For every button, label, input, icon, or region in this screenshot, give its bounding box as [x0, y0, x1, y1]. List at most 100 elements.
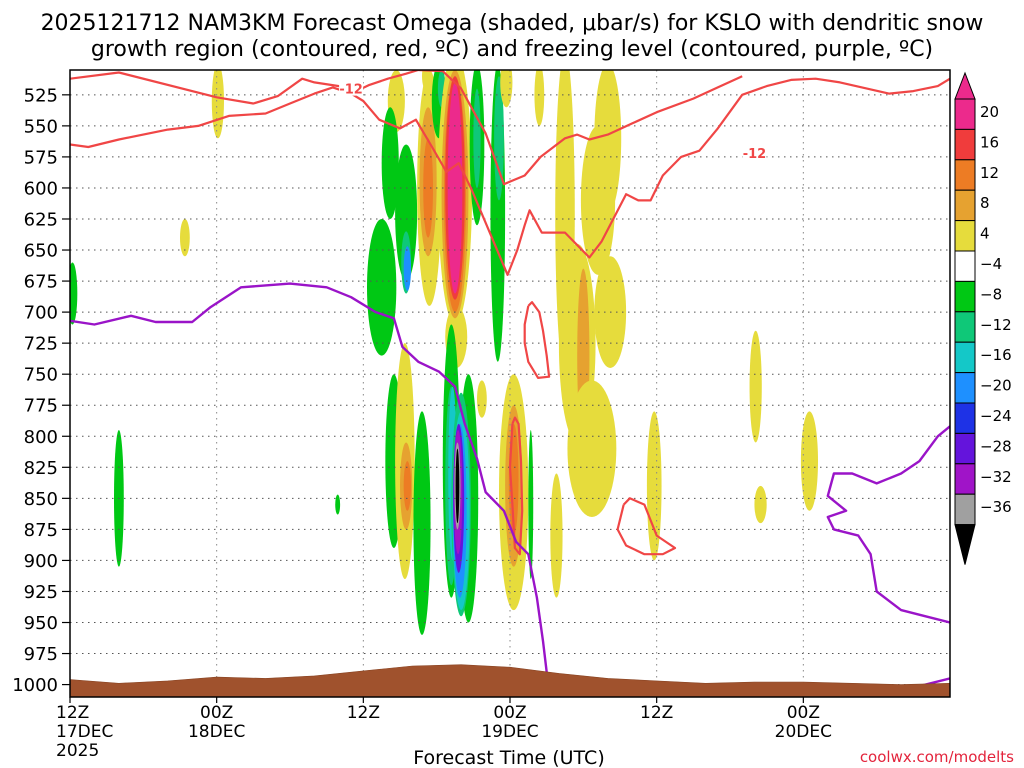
colorbar-label-9: −20: [980, 377, 1012, 395]
colorbar-band-11: [954, 432, 976, 465]
y-tick-label-975: 975: [24, 644, 58, 665]
omega-cell-12: [403, 461, 412, 511]
y-tick-label-925: 925: [24, 582, 58, 603]
y-tick-label-725: 725: [24, 334, 58, 355]
colorbar-label-12: −32: [980, 468, 1012, 486]
omega-cell-1: [180, 218, 190, 257]
contour-labels: -12 -12: [339, 80, 767, 162]
colorbar-band-9: [954, 372, 976, 404]
omega-cell-5: [381, 107, 399, 219]
colorbar-label-4: 4: [980, 225, 990, 243]
colorbar-label-0: 20: [980, 103, 999, 121]
omega-cell-59: [70, 262, 78, 325]
colorbar-band-8: [954, 341, 976, 374]
omega-cell-7: [395, 144, 418, 282]
dgz-contour-3: [508, 416, 524, 556]
colorbar-label-10: −24: [980, 407, 1012, 425]
dgz-label-bg-0: [339, 80, 364, 96]
x-tick-time-60: 00Z: [787, 703, 820, 723]
y-tick-label-900: 900: [24, 551, 58, 572]
omega-cell-40: [494, 76, 504, 201]
colorbar-band-12: [954, 463, 976, 495]
credit-link[interactable]: coolwx.com/modelts: [860, 748, 1014, 766]
x-tick-date-36: 19DEC: [481, 722, 538, 742]
x-axis-label: Forecast Time (UTC): [413, 747, 604, 768]
dgz-label-0: -12: [339, 83, 363, 98]
y-tick-label-600: 600: [24, 178, 58, 199]
omega-cell-57: [754, 485, 767, 524]
y-tick-label-650: 650: [24, 241, 58, 262]
y-tick-label-700: 700: [24, 303, 58, 324]
terrain: [70, 664, 950, 697]
colorbar-band-5: [954, 250, 976, 282]
y-tick-label-950: 950: [24, 613, 58, 634]
dgz-label-1: -12: [743, 147, 767, 162]
y-tick-label-825: 825: [24, 458, 58, 479]
colorbar-label-2: 12: [980, 164, 999, 182]
omega-cell-52: [580, 125, 616, 275]
y-axis: 525 550 575 600 625 650 675 700 725 750 775 800 825 8…: [12, 85, 70, 696]
colorbar-label-1: 16: [980, 133, 999, 151]
omega-cell-13: [413, 411, 431, 635]
x-tick-time-0: 12Z: [56, 703, 89, 723]
omega-cell-47: [550, 473, 563, 598]
omega-cell-46: [534, 70, 545, 126]
dgz-contour-0: [70, 71, 950, 276]
omega-cell-4: [367, 218, 397, 356]
freezing-level-contour-0: [70, 282, 548, 673]
x-tick-time-24: 12Z: [347, 703, 380, 723]
dgz-contour-4: [616, 497, 677, 556]
x-tick-date-0: 17DEC: [56, 722, 113, 742]
x-tick-time-48: 12Z: [640, 703, 673, 723]
colorbar-band-7: [954, 311, 976, 343]
colorbar-band-3: [954, 189, 976, 222]
omega-cell-55: [646, 411, 662, 561]
y-tick-label-675: 675: [24, 272, 58, 293]
dgz-contour-2: [523, 301, 551, 379]
omega-cell-61: [335, 494, 341, 515]
x-tick-date-12: 18DEC: [188, 722, 245, 742]
dgz-label-bg-1: [742, 145, 767, 161]
omega-cell-38: [477, 380, 487, 418]
omega-cell-9: [403, 246, 412, 292]
colorbar-label-3: 8: [980, 194, 990, 212]
y-tick-label-775: 775: [24, 396, 58, 417]
colorbar-bottom-arrow: [954, 524, 976, 565]
colorbar-label-5: −4: [980, 255, 1002, 273]
y-tick-label-1000: 1000: [12, 675, 58, 696]
x-tick-date-60: 20DEC: [775, 722, 832, 742]
x-tick-time-36: 00Z: [493, 703, 526, 723]
colorbar-top-arrow: [954, 71, 976, 100]
omega-cell-56: [749, 330, 762, 443]
y-tick-label-525: 525: [24, 85, 58, 106]
colorbar-band-6: [954, 280, 976, 313]
chart-title-line-1: 2025121712 NAM3KM Forecast Omega (shaded…: [41, 11, 984, 36]
grid-lines: [70, 70, 950, 697]
terrain-fill: [70, 664, 950, 697]
freezing-level-contour-1: [826, 425, 950, 624]
y-tick-label-750: 750: [24, 365, 58, 386]
omega-cell-16: [423, 138, 433, 238]
colorbar-band-13: [954, 493, 976, 526]
y-tick-label-625: 625: [24, 209, 58, 230]
omega-cell-41: [500, 70, 513, 108]
omega-cell-53: [567, 380, 617, 517]
colorbar-band-4: [954, 220, 976, 252]
colorbar: 20 16 12 8 4 −4 −8 −12 −16 −20 −24 −28 −32 −36: [954, 71, 1012, 565]
x-tick-year-0: 2025: [56, 741, 99, 761]
colorbar-band-1: [954, 128, 976, 161]
colorbar-band-2: [954, 159, 976, 191]
colorbar-band-10: [954, 402, 976, 434]
colorbar-label-13: −36: [980, 498, 1012, 516]
colorbar-label-11: −28: [980, 437, 1012, 455]
omega-cell-35: [455, 448, 460, 524]
colorbar-label-8: −16: [980, 346, 1012, 364]
colorbar-band-0: [954, 98, 976, 130]
y-tick-label-575: 575: [24, 147, 58, 168]
omega-cell-37: [473, 88, 481, 188]
y-tick-label-800: 800: [24, 427, 58, 448]
y-tick-label-850: 850: [24, 489, 58, 510]
colorbar-label-7: −12: [980, 316, 1012, 334]
x-tick-time-12: 00Z: [200, 703, 233, 723]
